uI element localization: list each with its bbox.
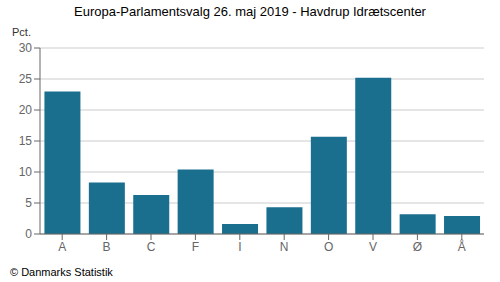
- svg-text:15: 15: [19, 134, 33, 148]
- svg-text:25: 25: [19, 72, 33, 86]
- svg-text:N: N: [280, 240, 289, 254]
- html-text:Europa-Parlamentsvalg 26. maj: Europa-Parlamentsvalg 26. maj 2019 - Hav…: [74, 4, 426, 19]
- svg-text:30: 30: [19, 41, 33, 55]
- html-text:© Danmarks Statistik: © Danmarks Statistik: [10, 266, 113, 278]
- svg-text:C: C: [147, 240, 156, 254]
- html-text:Pct.: Pct.: [12, 26, 31, 38]
- svg-text:0: 0: [25, 227, 32, 241]
- svg-text:10: 10: [19, 165, 33, 179]
- svg-text:A: A: [58, 240, 66, 254]
- svg-text:20: 20: [19, 103, 33, 117]
- svg-text:Ø: Ø: [413, 240, 422, 254]
- svg-text:V: V: [369, 240, 377, 254]
- svg-text:O: O: [324, 240, 333, 254]
- svg-text:F: F: [192, 240, 199, 254]
- svg-text:5: 5: [25, 196, 32, 210]
- svg-text:I: I: [238, 240, 241, 254]
- svg-text:B: B: [103, 240, 111, 254]
- svg-text:Å: Å: [458, 239, 466, 254]
